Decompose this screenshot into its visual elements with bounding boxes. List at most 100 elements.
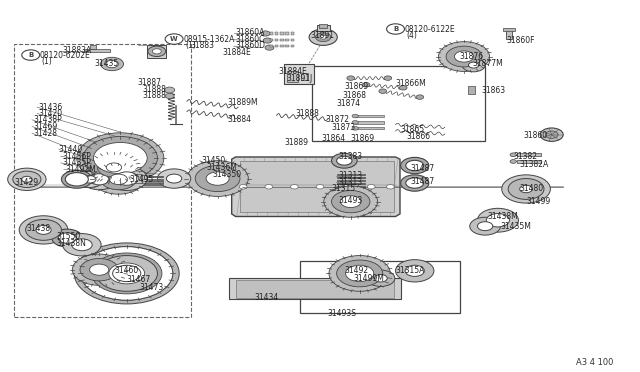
Circle shape <box>92 253 162 294</box>
Circle shape <box>477 208 518 232</box>
Text: 31860F: 31860F <box>507 36 536 45</box>
Text: 31883: 31883 <box>191 41 215 50</box>
Text: (1): (1) <box>42 57 52 66</box>
Text: 31382A: 31382A <box>520 160 549 169</box>
Text: 31438P: 31438P <box>33 115 62 124</box>
Circle shape <box>462 58 485 72</box>
Circle shape <box>316 33 331 42</box>
Circle shape <box>337 156 352 165</box>
Text: 31874: 31874 <box>336 99 360 108</box>
Text: 31860C: 31860C <box>236 35 265 44</box>
Circle shape <box>320 35 326 39</box>
Circle shape <box>309 29 337 45</box>
Bar <box>355 115 384 117</box>
Text: 31876: 31876 <box>460 52 484 61</box>
Bar <box>138 179 163 180</box>
Text: 31480: 31480 <box>520 185 544 193</box>
Circle shape <box>80 259 118 281</box>
Text: 31869: 31869 <box>351 134 375 143</box>
Text: 31873: 31873 <box>332 123 356 132</box>
Circle shape <box>164 87 175 93</box>
Bar <box>275 32 278 35</box>
Bar <box>287 71 298 82</box>
Text: 08120-6202E: 08120-6202E <box>40 51 90 60</box>
Bar <box>337 177 365 178</box>
Circle shape <box>152 49 161 54</box>
Circle shape <box>374 275 387 282</box>
Bar <box>14 44 191 317</box>
Circle shape <box>74 243 179 304</box>
Bar <box>355 127 384 129</box>
Circle shape <box>90 264 109 275</box>
Circle shape <box>352 121 358 124</box>
Circle shape <box>329 256 390 291</box>
Text: 31884: 31884 <box>227 115 251 124</box>
Circle shape <box>83 137 157 180</box>
Text: 31313: 31313 <box>338 178 362 187</box>
Circle shape <box>106 60 118 68</box>
Text: 31487: 31487 <box>411 177 435 186</box>
Circle shape <box>261 31 270 36</box>
Text: 31888: 31888 <box>296 109 319 118</box>
Text: A3 4 100: A3 4 100 <box>576 358 613 367</box>
Circle shape <box>90 174 109 185</box>
Circle shape <box>510 160 516 163</box>
Bar <box>270 32 273 35</box>
Circle shape <box>165 93 174 99</box>
Circle shape <box>340 196 361 208</box>
Text: 31434: 31434 <box>255 293 279 302</box>
Text: 31872: 31872 <box>325 115 349 124</box>
Bar <box>291 45 294 47</box>
Circle shape <box>187 161 248 196</box>
Bar <box>301 73 308 80</box>
Circle shape <box>77 133 164 183</box>
Circle shape <box>352 126 358 130</box>
Text: 31866M: 31866M <box>396 79 426 88</box>
Text: 31866: 31866 <box>406 132 431 141</box>
Circle shape <box>113 265 141 282</box>
Text: 31550: 31550 <box>56 232 81 241</box>
Text: 31473: 31473 <box>140 283 164 292</box>
Circle shape <box>540 128 563 141</box>
Bar <box>503 28 515 31</box>
Text: 31436M: 31436M <box>206 163 237 172</box>
Circle shape <box>477 222 493 231</box>
Circle shape <box>22 50 40 60</box>
Text: 31438: 31438 <box>27 224 51 233</box>
Text: 31383: 31383 <box>338 153 362 161</box>
Circle shape <box>81 169 117 190</box>
Text: 31884E: 31884E <box>223 48 252 57</box>
Circle shape <box>15 173 38 186</box>
Circle shape <box>106 167 147 190</box>
Text: 31436: 31436 <box>38 103 63 112</box>
Circle shape <box>401 175 429 191</box>
Circle shape <box>512 181 540 197</box>
Text: 31891J: 31891J <box>287 74 313 83</box>
Text: 31315A: 31315A <box>396 266 425 275</box>
Circle shape <box>96 256 157 291</box>
Bar <box>133 173 141 183</box>
Circle shape <box>291 185 298 189</box>
Circle shape <box>387 185 394 189</box>
Text: B: B <box>393 26 398 32</box>
Text: 31382: 31382 <box>513 153 538 161</box>
Text: B: B <box>28 52 33 58</box>
Circle shape <box>396 260 434 282</box>
Circle shape <box>367 185 375 189</box>
Text: 31438M: 31438M <box>488 212 518 221</box>
Circle shape <box>265 185 273 189</box>
Circle shape <box>100 57 124 71</box>
Circle shape <box>65 173 88 186</box>
Circle shape <box>470 217 500 235</box>
Text: 31869: 31869 <box>344 82 369 91</box>
Text: (4): (4) <box>406 31 417 40</box>
Circle shape <box>332 153 357 168</box>
Circle shape <box>316 185 324 189</box>
Text: 31467: 31467 <box>127 275 151 283</box>
Bar <box>337 186 365 187</box>
Bar <box>312 66 485 141</box>
Text: 31868: 31868 <box>342 92 367 100</box>
Bar <box>240 161 394 212</box>
Circle shape <box>346 265 374 282</box>
Bar <box>280 32 284 35</box>
